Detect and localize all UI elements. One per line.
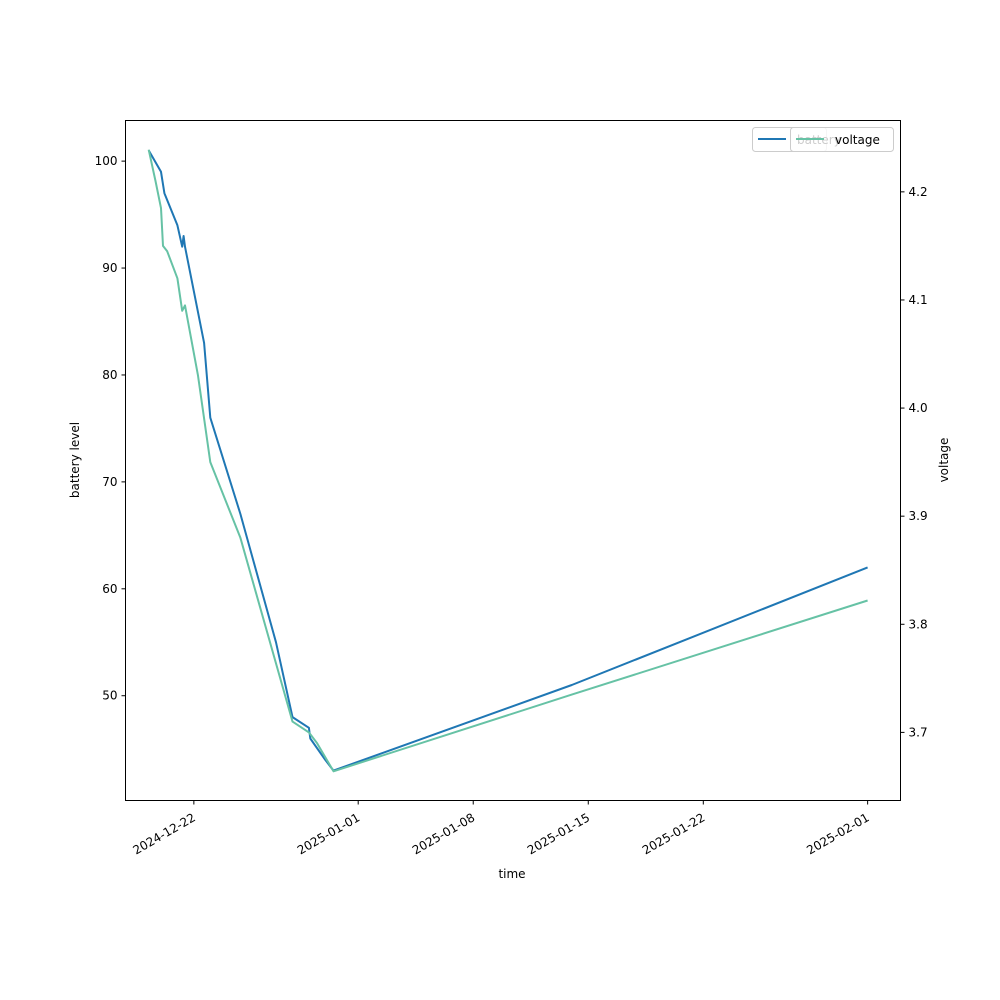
y-left-tick-label: 60 <box>102 582 117 596</box>
x-axis-title: time <box>498 867 525 881</box>
plot-area <box>125 120 901 801</box>
x-tick-label: 2025-01-22 <box>640 810 707 857</box>
y-right-tick-label: 4.0 <box>909 401 928 415</box>
x-tick-label: 2024-12-22 <box>130 810 197 857</box>
y-right-tick-label: 4.2 <box>909 185 928 199</box>
legend-voltage: voltage <box>790 127 894 152</box>
y-left-tick-label: 50 <box>102 689 117 703</box>
x-tick-label: 2025-01-08 <box>410 810 477 857</box>
y-left-tick-label: 90 <box>102 261 117 275</box>
y-right-tick-label: 3.7 <box>909 725 928 739</box>
x-tick-label: 2025-01-15 <box>525 810 592 857</box>
series-line-battery <box>147 149 868 772</box>
y-axis-left-title: battery level <box>68 422 82 498</box>
y-left-tick-label: 80 <box>102 368 117 382</box>
y-right-tick-label: 3.8 <box>909 617 928 631</box>
y-left-tick-label: 100 <box>95 154 118 168</box>
x-tick-label: 2025-01-01 <box>295 810 362 857</box>
y-axis-right-title: voltage <box>937 438 951 483</box>
legend-voltage-label: voltage <box>835 133 880 147</box>
y-right-tick-label: 3.9 <box>909 509 928 523</box>
series-line-voltage <box>147 149 868 773</box>
plot-frame <box>125 120 901 801</box>
y-left-tick-label: 70 <box>102 475 117 489</box>
x-tick-label: 2025-02-01 <box>804 810 871 857</box>
y-right-tick-label: 4.1 <box>909 293 928 307</box>
